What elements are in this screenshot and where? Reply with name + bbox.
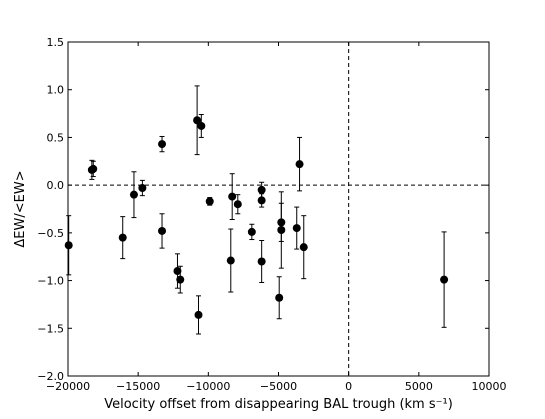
data-point bbox=[138, 179, 147, 197]
data-marker bbox=[176, 275, 185, 284]
data-marker bbox=[129, 190, 138, 199]
data-point bbox=[299, 215, 308, 280]
y-tick-label: 0.0 bbox=[47, 179, 65, 192]
reference-lines bbox=[68, 42, 489, 376]
x-tick-label: 5000 bbox=[405, 380, 433, 393]
x-tick-label: 0 bbox=[345, 380, 352, 393]
data-marker bbox=[158, 140, 167, 149]
y-tick-label: −1.0 bbox=[37, 275, 64, 288]
data-marker bbox=[158, 226, 167, 235]
x-tick-label: 10000 bbox=[472, 380, 507, 393]
data-marker bbox=[257, 257, 266, 266]
data-marker bbox=[257, 196, 266, 205]
data-marker bbox=[228, 192, 237, 201]
data-point bbox=[257, 239, 266, 283]
data-marker bbox=[233, 200, 242, 209]
data-marker bbox=[118, 233, 127, 242]
data-marker bbox=[89, 164, 98, 173]
data-point bbox=[205, 197, 214, 206]
x-tick-label: −5000 bbox=[260, 380, 297, 393]
data-marker bbox=[197, 121, 206, 130]
data-marker bbox=[247, 227, 256, 236]
data-marker bbox=[275, 293, 284, 302]
data-marker bbox=[295, 160, 304, 169]
plot-frame bbox=[67, 41, 490, 377]
data-point bbox=[158, 213, 167, 249]
data-points bbox=[64, 85, 449, 335]
data-marker bbox=[277, 225, 286, 234]
data-point bbox=[292, 206, 301, 250]
data-point bbox=[275, 276, 284, 320]
y-tick-label: 1.5 bbox=[47, 36, 65, 49]
y-tick-label: −1.5 bbox=[37, 322, 64, 335]
data-point bbox=[89, 160, 98, 178]
data-point bbox=[277, 191, 286, 269]
data-point bbox=[194, 295, 203, 335]
y-tick-label: 1.0 bbox=[47, 84, 65, 97]
data-point bbox=[129, 171, 138, 219]
data-marker bbox=[440, 275, 449, 284]
data-marker bbox=[138, 184, 147, 193]
data-point bbox=[176, 265, 185, 294]
axis-ticks: −20000 −15000 −10000 −5000 0 5000 10000 −2.0 −1.… bbox=[37, 36, 506, 393]
y-tick-label: −2.0 bbox=[37, 370, 64, 383]
data-point bbox=[64, 215, 73, 276]
data-marker bbox=[205, 197, 214, 206]
y-axis-label: ΔEW/<EW> bbox=[13, 170, 28, 247]
data-point bbox=[158, 135, 167, 153]
data-marker bbox=[299, 243, 308, 252]
data-point bbox=[257, 181, 266, 199]
x-tick-label: −10000 bbox=[186, 380, 230, 393]
y-tick-label: 0.5 bbox=[47, 131, 65, 144]
data-point bbox=[118, 216, 127, 260]
data-marker bbox=[226, 256, 235, 265]
data-point bbox=[440, 231, 449, 328]
data-point bbox=[173, 253, 182, 289]
data-marker bbox=[173, 267, 182, 276]
data-point bbox=[193, 85, 202, 156]
data-marker bbox=[194, 310, 203, 319]
data-marker bbox=[64, 241, 73, 250]
data-marker bbox=[257, 185, 266, 194]
data-point bbox=[228, 173, 237, 220]
data-point bbox=[247, 223, 256, 241]
x-tick-label: −20000 bbox=[46, 380, 90, 393]
data-point bbox=[295, 136, 304, 192]
data-point bbox=[226, 228, 235, 293]
x-tick-label: −15000 bbox=[116, 380, 160, 393]
data-point bbox=[257, 193, 266, 208]
x-axis-label: Velocity offset from disappearing BAL tr… bbox=[104, 397, 453, 412]
data-marker bbox=[193, 116, 202, 125]
data-point bbox=[197, 114, 206, 138]
data-point bbox=[233, 194, 242, 215]
data-marker bbox=[292, 224, 301, 233]
y-tick-label: −0.5 bbox=[37, 227, 64, 240]
